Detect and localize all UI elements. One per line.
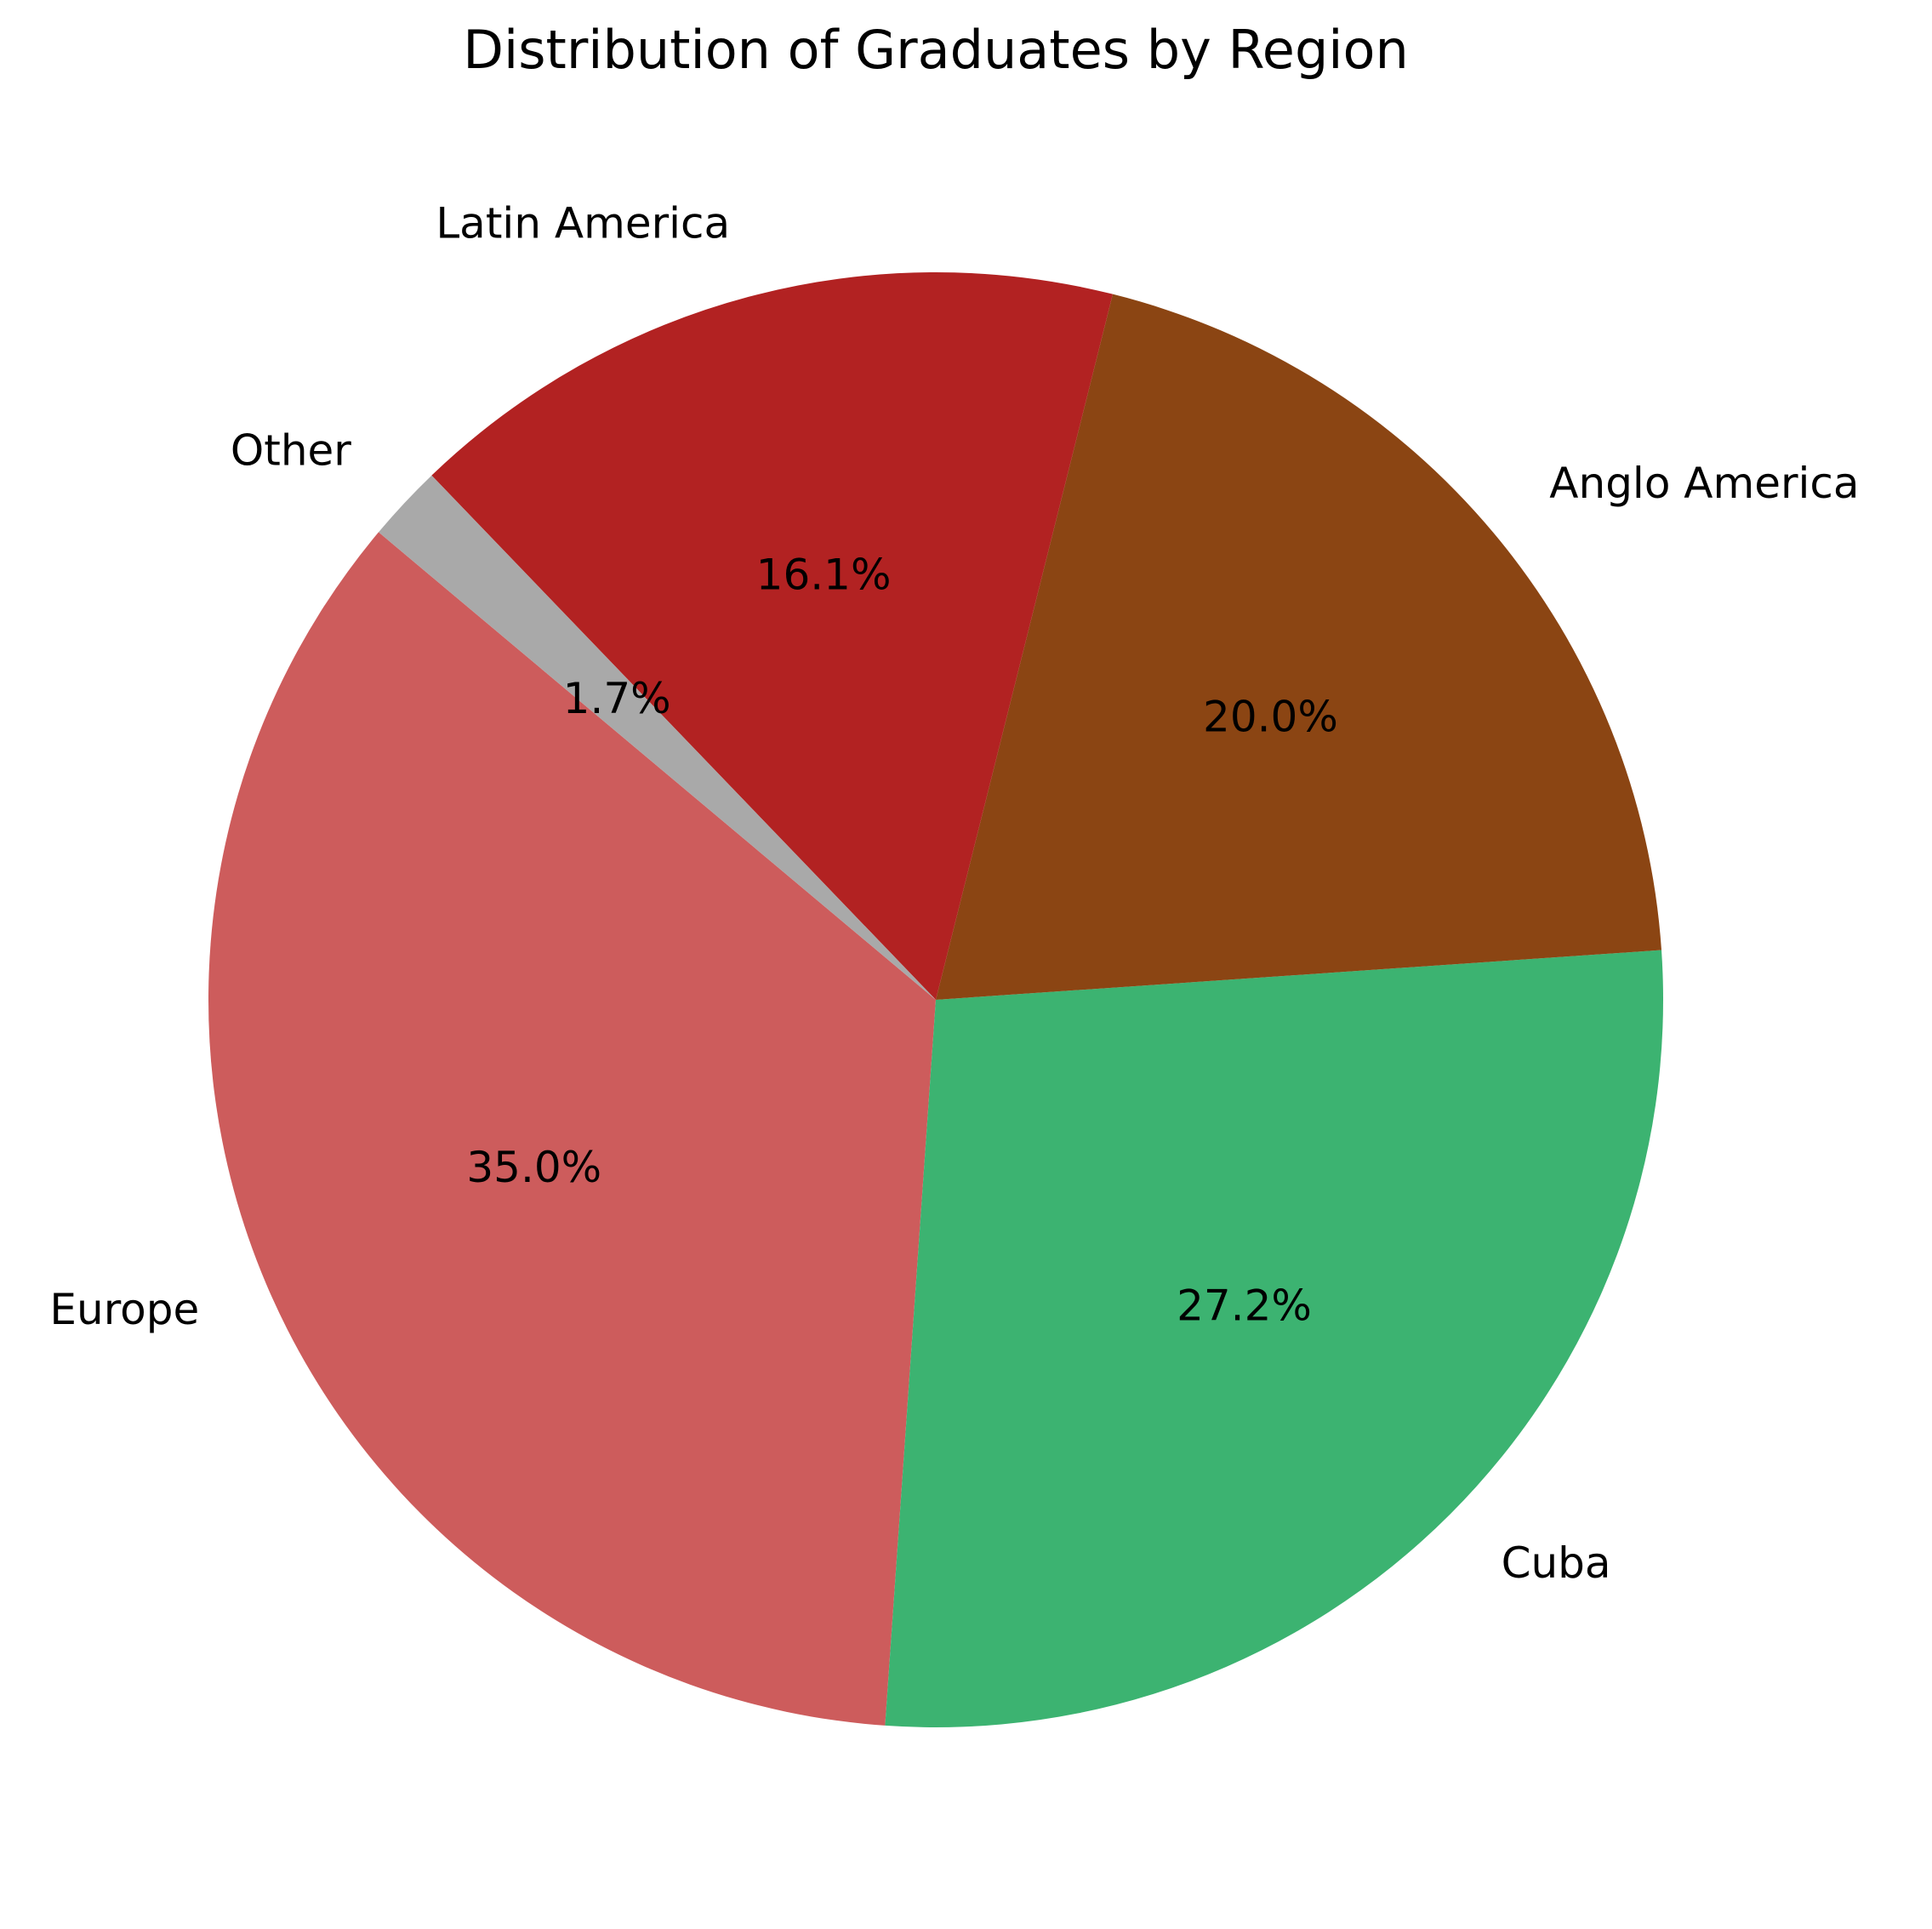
pie-slice-anglo-america bbox=[936, 294, 1661, 1000]
pie-labels: Europe 35.0% Cuba 27.2% Anglo America 20.0% La… bbox=[49, 199, 1859, 1588]
pct-label-anglo-america: 20.0% bbox=[1203, 692, 1338, 741]
pct-label-cuba: 27.2% bbox=[1177, 1281, 1312, 1330]
slice-label-latin-america: Latin America bbox=[436, 199, 730, 248]
pie-slice-europe bbox=[208, 532, 937, 1726]
slice-label-europe: Europe bbox=[49, 1285, 199, 1334]
slice-label-anglo-america: Anglo America bbox=[1549, 459, 1859, 508]
pie-slice-latin-america bbox=[431, 272, 1114, 1000]
chart-title: Distribution of Graduates by Region bbox=[463, 19, 1409, 81]
pct-label-latin-america: 16.1% bbox=[756, 551, 892, 600]
slice-label-cuba: Cuba bbox=[1502, 1538, 1611, 1588]
slice-label-other: Other bbox=[231, 425, 351, 475]
pct-label-other: 1.7% bbox=[563, 674, 671, 723]
pie-slice-other bbox=[379, 475, 937, 1000]
pie-slices bbox=[208, 272, 1664, 1727]
pct-label-europe: 35.0% bbox=[466, 1143, 601, 1192]
pie-slice-cuba bbox=[885, 950, 1664, 1727]
